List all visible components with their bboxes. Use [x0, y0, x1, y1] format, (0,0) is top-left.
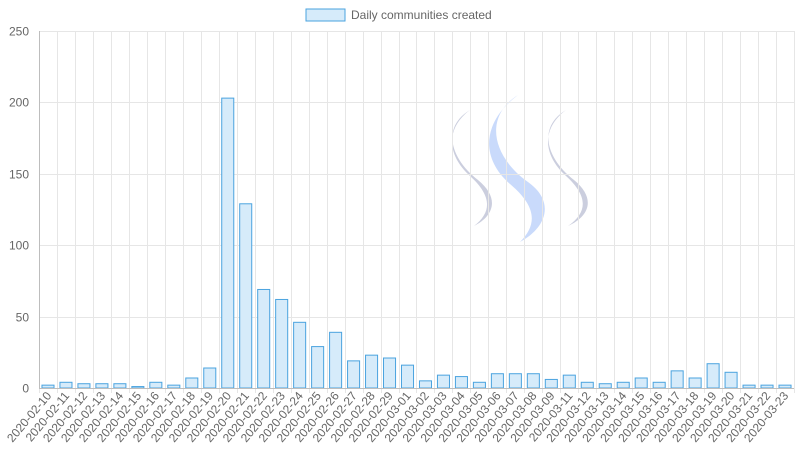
- bar[interactable]: 2020-03-03: 9: [436, 374, 450, 389]
- axes: 0501001502002502020-02-102020-02-112020-…: [4, 25, 794, 445]
- bar[interactable]: 2020-02-14: 3: [113, 383, 127, 389]
- bar[interactable]: 2020-02-17: 2: [167, 384, 181, 389]
- bar[interactable]: 2020-02-23: 62: [275, 298, 289, 389]
- bar[interactable]: 2020-02-25: 29: [311, 346, 325, 389]
- legend[interactable]: Daily communities created: [305, 8, 492, 22]
- bar[interactable]: 2020-02-21: 129: [239, 203, 253, 389]
- steem-logo-icon: [452, 95, 588, 242]
- bar[interactable]: 2020-03-04: 8: [454, 376, 468, 389]
- bars: 2020-02-10: 2 2020-02-11: 4 2020-02-12: 3 2…: [41, 97, 792, 389]
- y-tick-label: 200: [9, 96, 29, 110]
- grid: [39, 31, 795, 393]
- y-tick-label: 100: [9, 239, 29, 253]
- bar[interactable]: 2020-03-17: 12: [670, 370, 684, 389]
- bar[interactable]: 2020-03-12: 4: [580, 381, 594, 389]
- bar[interactable]: 2020-03-16: 4: [652, 381, 666, 389]
- logo-center-stroke-icon: [489, 95, 545, 242]
- bar[interactable]: 2020-02-28: 23: [365, 354, 379, 389]
- bar[interactable]: 2020-02-13: 3: [95, 383, 109, 389]
- bar[interactable]: 2020-02-10: 2: [41, 384, 55, 389]
- y-tick-label: 0: [22, 382, 29, 396]
- bar[interactable]: 2020-02-29: 21: [383, 357, 397, 389]
- bar[interactable]: 2020-03-07: 10: [508, 373, 522, 389]
- legend-swatch[interactable]: [305, 8, 346, 22]
- bar[interactable]: 2020-02-18: 7: [185, 377, 199, 389]
- y-tick-label: 50: [16, 311, 30, 325]
- bar[interactable]: 2020-02-20: 203: [221, 97, 235, 389]
- bar[interactable]: 2020-02-26: 39: [329, 331, 343, 389]
- bar[interactable]: 2020-02-16: 4: [149, 381, 163, 389]
- legend-label[interactable]: Daily communities created: [351, 8, 492, 22]
- bar[interactable]: 2020-03-09: 6: [544, 378, 558, 389]
- bar[interactable]: 2020-03-15: 7: [634, 377, 648, 389]
- bar[interactable]: 2020-03-01: 16: [400, 364, 415, 389]
- bar[interactable]: 2020-03-08: 10: [526, 373, 540, 389]
- y-tick-label: 150: [9, 168, 29, 182]
- bar[interactable]: 2020-03-20: 11: [724, 371, 738, 389]
- bar[interactable]: 2020-02-24: 46: [293, 321, 307, 389]
- bar[interactable]: 2020-03-05: 4: [472, 381, 486, 389]
- bar[interactable]: 2020-02-15: 1: [131, 386, 145, 389]
- bar[interactable]: 2020-03-11: 9: [562, 374, 576, 389]
- bar[interactable]: 2020-03-13: 3: [598, 383, 612, 389]
- bar[interactable]: 2020-03-19: 17: [706, 363, 720, 389]
- logo-left-stroke-icon: [452, 110, 492, 226]
- bar[interactable]: 2020-03-02: 5: [418, 380, 433, 389]
- logo-right-stroke-icon: [548, 110, 588, 226]
- bar[interactable]: 2020-03-22: 2: [760, 384, 774, 389]
- bar[interactable]: 2020-02-19: 14: [203, 367, 217, 389]
- bar[interactable]: 2020-03-18: 7: [688, 377, 702, 389]
- bar[interactable]: 2020-02-27: 19: [347, 360, 361, 389]
- bar[interactable]: 2020-03-06: 10: [490, 373, 504, 389]
- bar[interactable]: 2020-03-23: 2: [778, 384, 792, 389]
- bar[interactable]: 2020-02-11: 4: [59, 381, 73, 389]
- bar[interactable]: 2020-02-12: 3: [77, 383, 91, 389]
- y-tick-label: 250: [9, 25, 29, 39]
- bar[interactable]: 2020-02-22: 69: [257, 288, 271, 389]
- bar[interactable]: 2020-03-14: 4: [616, 381, 630, 389]
- bar[interactable]: 2020-03-21: 2: [742, 384, 756, 389]
